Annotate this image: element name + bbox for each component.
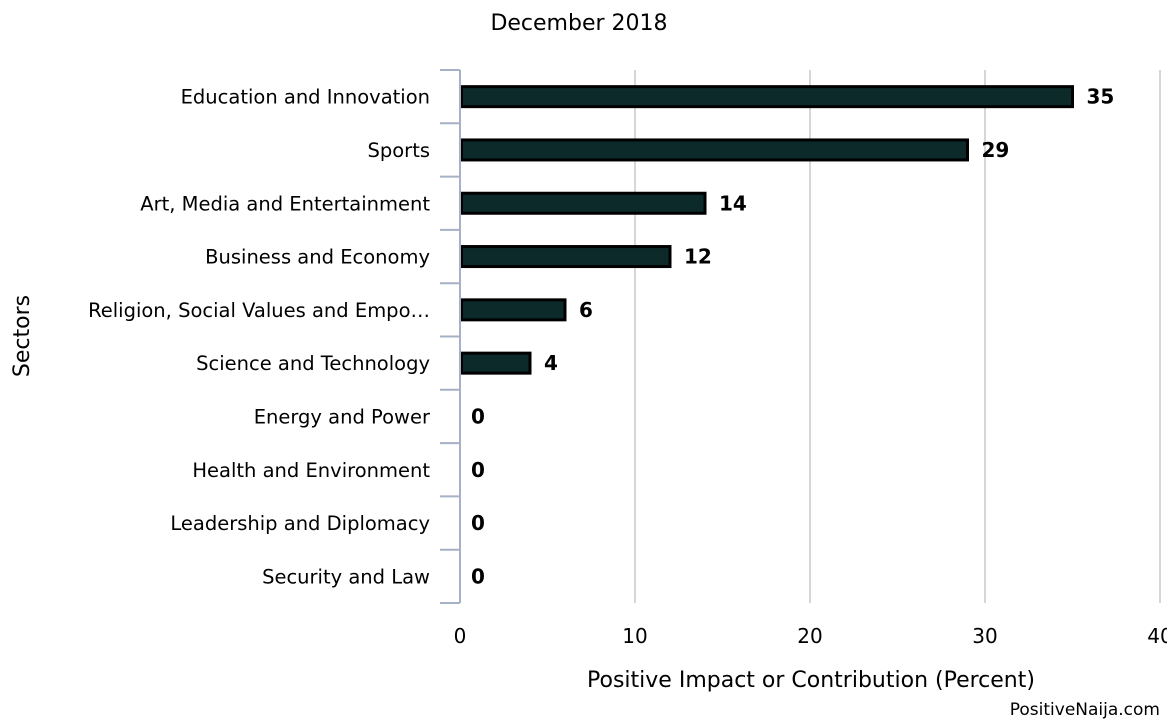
x-tick-labels: 0 10 20 30 40 xyxy=(454,624,1167,648)
x-tick-label-3: 30 xyxy=(972,624,997,648)
category-label-8: Leadership and Diplomacy xyxy=(170,512,430,535)
category-label-2: Art, Media and Entertainment xyxy=(140,192,430,215)
bars xyxy=(460,85,1074,375)
category-label-3: Business and Economy xyxy=(205,246,430,269)
category-label-0: Education and Innovation xyxy=(181,86,430,109)
bar-1 xyxy=(460,138,969,162)
bar-3 xyxy=(460,245,672,269)
y-axis-title: Sectors xyxy=(10,295,35,377)
value-label-8: 0 xyxy=(471,511,485,535)
value-label-2: 14 xyxy=(719,191,747,215)
value-label-1: 29 xyxy=(982,138,1010,162)
bar-0 xyxy=(460,85,1074,109)
x-axis-title: Positive Impact or Contribution (Percent… xyxy=(587,668,1035,693)
bar-2 xyxy=(460,191,707,215)
bar-4 xyxy=(460,298,567,322)
x-tick-label-0: 0 xyxy=(454,624,467,648)
value-label-9: 0 xyxy=(471,564,485,588)
category-label-4: Religion, Social Values and Empo… xyxy=(88,299,430,322)
chart-title: December 2018 xyxy=(490,11,667,36)
value-label-5: 4 xyxy=(544,351,558,375)
category-label-9: Security and Law xyxy=(262,565,430,588)
category-axis xyxy=(440,69,461,604)
category-label-7: Health and Environment xyxy=(192,459,430,482)
credit-text: PositiveNaija.com xyxy=(1010,700,1160,720)
category-label-6: Energy and Power xyxy=(254,405,431,428)
category-label-1: Sports xyxy=(367,139,430,162)
value-label-0: 35 xyxy=(1087,85,1115,109)
category-labels: Education and Innovation Sports Art, Media… xyxy=(88,86,431,589)
value-label-6: 0 xyxy=(471,404,485,428)
value-label-4: 6 xyxy=(579,298,593,322)
category-label-5: Science and Technology xyxy=(196,352,430,375)
bar-5 xyxy=(460,351,532,375)
value-labels: 35 29 14 12 6 4 0 0 0 0 xyxy=(471,85,1114,589)
value-label-7: 0 xyxy=(471,458,485,482)
value-label-3: 12 xyxy=(684,245,712,269)
x-tick-label-1: 10 xyxy=(622,624,647,648)
x-tick-label-2: 20 xyxy=(797,624,822,648)
x-tick-label-4: 40 xyxy=(1147,624,1167,648)
